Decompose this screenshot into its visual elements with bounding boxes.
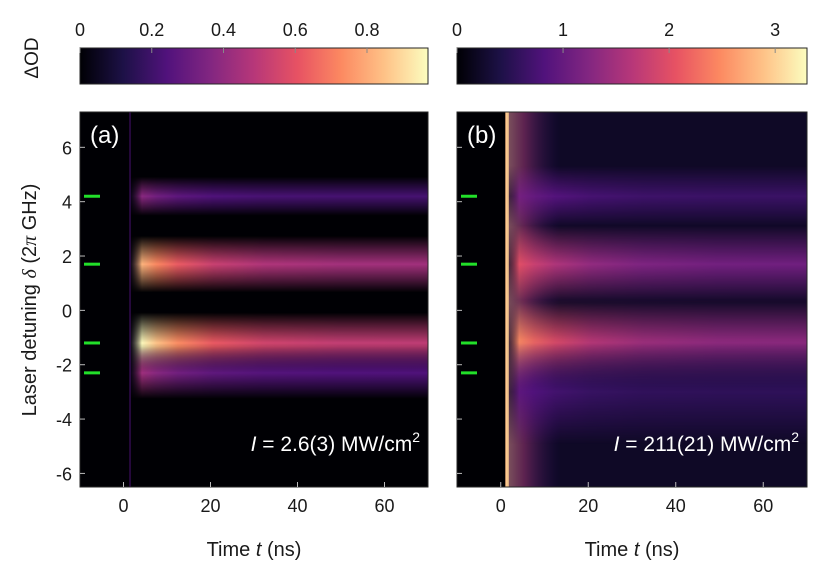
panel-background: [80, 112, 428, 487]
intensity-unit-exponent: 2: [412, 429, 420, 445]
colorbar-tick-label: 0.4: [211, 20, 236, 40]
panel-plot-area: [80, 112, 428, 487]
y-axis-label-main: Laser detuning: [19, 279, 41, 417]
panel-label: (b): [467, 122, 496, 149]
x-axis-label-a-main: Time: [207, 539, 256, 561]
x-axis-label-b: Time t (ns): [585, 539, 680, 561]
x-axis-label-b-main: Time: [585, 539, 634, 561]
panel-frame: [456, 111, 808, 488]
intensity-var: I: [251, 433, 257, 456]
colorbar-tick-label: 0.2: [139, 20, 164, 40]
colorbar-a: 0 0.2 0.4 0.6 0.8: [75, 20, 429, 85]
intensity-var: I: [614, 433, 620, 456]
panel-frame: [79, 111, 429, 488]
y-axis-label-end: GHz): [19, 184, 41, 236]
y-tick-label: 2: [62, 247, 72, 267]
y-tick-label: -2: [56, 356, 72, 376]
colorbar-tick-label: 0.8: [354, 20, 379, 40]
y-axis-label-unit: (2: [19, 246, 41, 269]
x-tick-label: 0: [118, 496, 128, 516]
absorption-band: [130, 176, 428, 216]
x-tick-label: 20: [578, 496, 598, 516]
colorbar-tick-label: 2: [664, 20, 674, 40]
colorbar-gradient: [456, 47, 808, 85]
x-tick-label: 40: [287, 496, 307, 516]
colorbar-tick-label: 0: [75, 20, 85, 40]
y-tick-label: -6: [56, 464, 72, 484]
y-axis-label: Laser detuning δ (2π GHz): [19, 184, 41, 417]
x-axis-label-a-var: t: [256, 539, 263, 561]
colorbar-tick-label: 0: [452, 20, 462, 40]
intensity-annotation: I = 2.6(3) MW/cm2: [251, 429, 421, 456]
panel-label: (a): [90, 122, 119, 149]
colorbar-b: 0 1 2 3: [452, 20, 808, 85]
x-axis-label-b-unit: (ns): [639, 539, 679, 561]
intensity-annotation: I = 211(21) MW/cm2: [614, 429, 800, 456]
absorption-band: [130, 346, 428, 399]
x-tick-label: 60: [374, 496, 394, 516]
x-axis-label-b-var: t: [634, 539, 641, 561]
x-axis-label-a-unit: (ns): [261, 539, 301, 561]
absorption-band: [507, 225, 807, 304]
y-axis-label-pi: π: [19, 235, 41, 246]
absorption-band: [507, 165, 807, 227]
y-tick-label: 4: [62, 193, 72, 213]
heatmap-panel-b: 0 20 40 60 (b) I = 211(21) MW/cm2: [456, 111, 808, 516]
y-axis-label-var: δ: [19, 269, 41, 279]
colorbar-label: ΔOD: [22, 37, 43, 78]
absorption-band: [507, 339, 807, 445]
colorbar-gradient: [79, 47, 429, 85]
intensity-unit-exponent: 2: [791, 429, 799, 445]
x-tick-label: 0: [496, 496, 506, 516]
colorbar-tick-label: 3: [770, 20, 780, 40]
x-tick-label: 20: [200, 496, 220, 516]
absorption-band: [130, 235, 428, 293]
intensity-value: = 211(21) MW/cm: [619, 433, 791, 456]
colorbar-tick-label: 1: [558, 20, 568, 40]
x-tick-label: 40: [666, 496, 686, 516]
panel-plot-area: [457, 112, 807, 487]
y-tick-label: 6: [62, 138, 72, 158]
x-axis-label-a: Time t (ns): [207, 539, 302, 561]
y-tick-label: 0: [62, 301, 72, 321]
intensity-value: = 2.6(3) MW/cm: [256, 433, 412, 456]
x-tick-label: 60: [753, 496, 773, 516]
y-tick-label: -4: [56, 410, 72, 430]
colorbar-tick-label: 0.6: [283, 20, 308, 40]
